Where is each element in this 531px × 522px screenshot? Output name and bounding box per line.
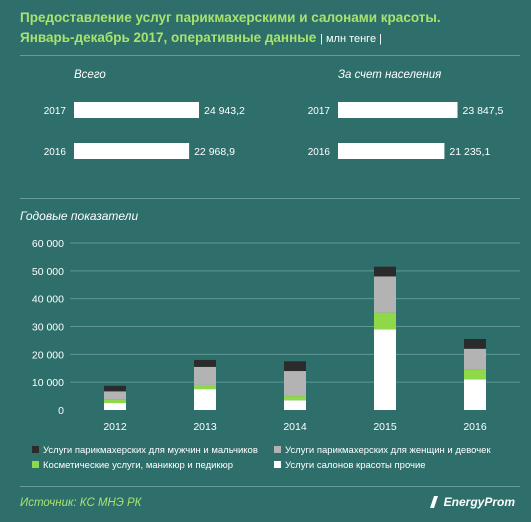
bar-segment <box>284 400 306 410</box>
legend-item-cosmetic: Косметические услуги, маникюр и педикюр <box>32 460 233 471</box>
title-line-2: Январь-декабрь 2017, оперативные данные … <box>20 28 520 49</box>
y-tick-label: 50 000 <box>32 266 64 278</box>
bar-segment <box>104 391 126 400</box>
legend-swatch-cosmetic <box>32 461 39 468</box>
legend-item-women: Услуги парикмахерских для женщин и девоч… <box>274 445 491 456</box>
bar-segment <box>284 361 306 372</box>
summary-bar <box>338 102 458 118</box>
bar-segment <box>284 371 306 397</box>
middle-divider <box>20 198 520 199</box>
summary-bar <box>74 143 190 159</box>
title-line-2-text: Январь-декабрь 2017, оперативные данные <box>20 30 317 45</box>
summary-year-label: 2017 <box>308 106 331 117</box>
bar-segment <box>194 359 216 367</box>
y-tick-label: 10 000 <box>32 377 64 389</box>
bar-segment <box>464 379 486 410</box>
bar-segment <box>374 312 396 330</box>
summary-bar <box>338 143 445 159</box>
bar-segment <box>104 403 126 410</box>
annual-stacked-chart: 0 10 000 20 000 30 000 40 000 50 000 60 000 201… <box>32 238 520 433</box>
bar-segment <box>284 396 306 401</box>
section-label: Годовые показатели <box>20 209 139 223</box>
legend-item-men: Услуги парикмахерских для мужчин и мальч… <box>32 445 258 456</box>
chart-title: Предоставление услуг парикмахерскими и с… <box>20 8 520 49</box>
title-line-1: Предоставление услуг парикмахерскими и с… <box>20 10 441 25</box>
y-tick-label: 20 000 <box>32 349 64 361</box>
energyprom-logo-icon <box>429 496 438 508</box>
y-tick-label: 40 000 <box>32 294 64 306</box>
bar-segment <box>194 384 216 390</box>
bar-segment <box>374 266 396 277</box>
legend-swatch-women <box>274 446 281 453</box>
bottom-divider <box>20 486 520 487</box>
brand-logo: EnergyProm <box>428 495 515 509</box>
x-tick-label: 2013 <box>193 421 217 433</box>
bar-segment <box>374 276 396 313</box>
summary-value-label: 22 968,9 <box>194 146 235 158</box>
brand-name: EnergyProm <box>443 495 515 509</box>
source-note: Источник: КС МНЭ РК <box>20 497 142 509</box>
bar-segment <box>464 348 486 370</box>
summary-year-label: 2016 <box>44 147 67 158</box>
legend-swatch-other <box>274 461 281 468</box>
summary-bars: 2017 24 943,2 2016 22 968,9 2017 23 847,5 2016… <box>44 102 504 159</box>
x-tick-label: 2016 <box>463 421 487 433</box>
bar-segment <box>464 369 486 380</box>
summary-bar <box>74 102 199 118</box>
legend-label-women: Услуги парикмахерских для женщин и девоч… <box>285 445 491 456</box>
summary-year-label: 2016 <box>308 147 331 158</box>
panel-population-label: За счет населения <box>338 69 442 81</box>
legend-label-other: Услуги салонов красоты прочие <box>285 460 426 471</box>
bar-segment <box>104 399 126 404</box>
bar-segment <box>194 389 216 410</box>
panel-total-label: Всего <box>74 69 106 81</box>
x-tick-label: 2014 <box>283 421 307 433</box>
legend-label-cosmetic: Косметические услуги, маникюр и педикюр <box>43 460 233 471</box>
bar-segment <box>464 339 486 349</box>
legend-item-other: Услуги салонов красоты прочие <box>274 460 426 471</box>
x-tick-label: 2015 <box>373 421 397 433</box>
x-tick-label: 2012 <box>103 421 127 433</box>
summary-year-label: 2017 <box>44 106 67 117</box>
top-divider <box>20 55 520 56</box>
legend-swatch-men <box>32 446 39 453</box>
summary-value-label: 21 235,1 <box>449 146 490 158</box>
summary-value-label: 23 847,5 <box>463 105 504 117</box>
bar-segment <box>104 385 126 392</box>
unit-label: | млн тенге | <box>320 33 382 45</box>
y-tick-label: 60 000 <box>32 238 64 250</box>
bar-segment <box>374 329 396 410</box>
y-tick-label: 30 000 <box>32 322 64 334</box>
bar-segment <box>194 366 216 385</box>
summary-value-label: 24 943,2 <box>204 105 245 117</box>
legend-label-men: Услуги парикмахерских для мужчин и мальч… <box>43 445 258 456</box>
y-tick-label: 0 <box>58 405 64 417</box>
